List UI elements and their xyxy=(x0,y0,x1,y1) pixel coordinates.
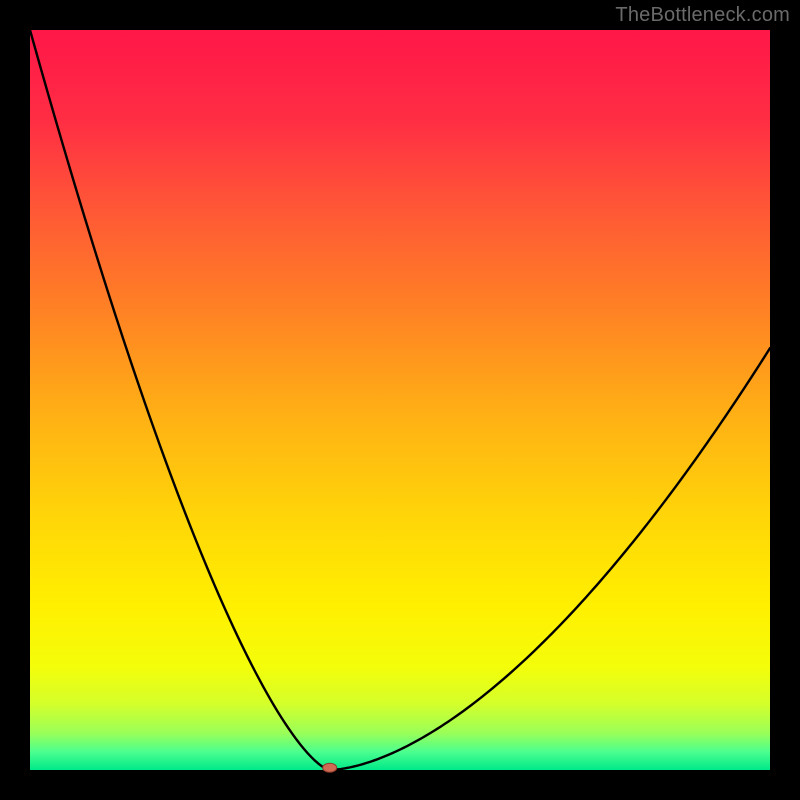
chart-container: TheBottleneck.com xyxy=(0,0,800,800)
bottleneck-chart xyxy=(0,0,800,800)
plot-gradient xyxy=(30,30,770,770)
minimum-marker xyxy=(323,763,337,772)
